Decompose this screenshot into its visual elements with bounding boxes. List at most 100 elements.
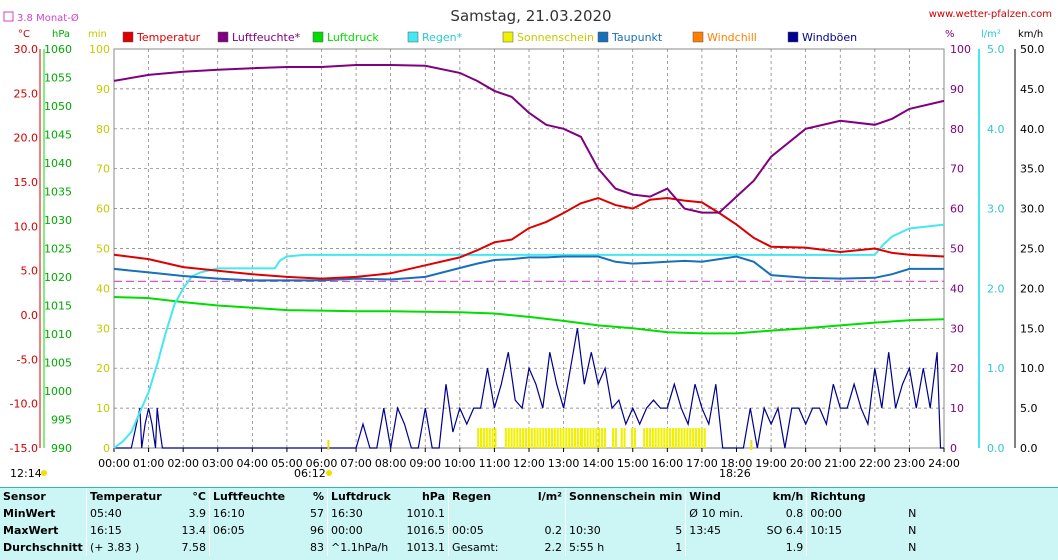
y-tick-wind: 0.0 [1020,442,1038,455]
sunshine-bar [522,428,525,448]
moon-icon [41,470,47,476]
y-tick-wind: 25.0 [1020,243,1045,256]
x-tick-label: 10:00 [444,457,476,470]
y-tick-pressure: 1035 [44,186,72,199]
cell-temp-time: 16:15 [86,522,173,539]
sunshine-bar [620,428,623,448]
y-tick-wind: 40.0 [1020,123,1045,136]
cell-wind-val: 1.9 [785,541,804,554]
x-tick-label: 17:00 [686,457,718,470]
y-tick-temperature: 5.0 [21,265,39,278]
y-tick-sunshine: 40 [96,282,110,295]
x-tick-label: 05:00 [271,457,303,470]
axes: 00:00 01:00 02:00 03:00 04:00 05:00 06:00 07:00… [10,43,1045,470]
cell-temp-time: 05:40 [86,505,173,522]
sunshine-bar [651,428,654,448]
y-tick-rain: 2.0 [987,282,1005,295]
cell-hum-val: 83 [310,541,324,554]
cell-wind-time: Ø 10 min. [685,505,753,522]
y-tick-pressure: 990 [51,442,72,455]
monthly-avg-icon [3,11,14,22]
sunshine-bar [494,428,497,448]
stats-row-min: MinWert 05:40 3.9 16:10 57 16:30 1010.1 … [0,505,919,522]
x-tick-label: 11:00 [479,457,511,470]
y-tick-temperature: 15.0 [14,176,39,189]
sunshine-bar [565,428,568,448]
cell-press-time: ^1.1hPa/h [327,539,402,556]
grid [114,49,944,448]
legend-label: Luftfeuchte* [232,31,301,44]
y-tick-temperature: 20.0 [14,132,39,145]
x-tick-label: 07:00 [340,457,372,470]
x-tick-label: 00:00 [98,457,130,470]
y-tick-sunshine: 90 [96,83,110,96]
y-tick-temperature: -15.0 [10,442,38,455]
y-tick-temperature: -10.0 [10,398,38,411]
y-tick-humidity: 0 [950,442,957,455]
sunshine-bar [700,428,703,448]
sunshine-bar [601,428,604,448]
series-line-windböen [114,328,944,449]
hdr-pressure: Luftdruck [327,488,402,505]
sunshine-bar [683,428,686,448]
y-tick-sunshine: 100 [89,43,110,56]
x-tick-label: 21:00 [824,457,856,470]
hdr-sensor: Sensor [3,490,46,503]
cell-wind-val: SO 6.4 [766,524,804,537]
hdr-rain-unit: l/m² [537,490,562,503]
sunshine-bar [663,428,666,448]
sunshine-bar [533,428,536,448]
hdr-direction-spacer [873,488,919,505]
y-tick-wind: 35.0 [1020,163,1045,176]
unit-humidity: % [945,29,955,40]
cell-sun-time: 5:55 h [565,539,657,556]
y-tick-pressure: 1015 [44,300,72,313]
y-tick-pressure: 1030 [44,214,72,227]
sunshine-bar [548,428,551,448]
sunshine-bar [595,428,598,448]
sunshine-bar [553,428,556,448]
cell-sun-time [565,505,657,522]
cell-dir-val: N [908,524,917,537]
sunshine-bar [482,428,485,448]
sun-icon [326,470,332,476]
moonrise-label: 12:14 [10,467,42,480]
cell-rain-val: 2.2 [544,541,563,554]
y-tick-wind: 5.0 [1020,402,1038,415]
y-tick-temperature: 10.0 [14,220,39,233]
sunshine-bar [507,428,510,448]
y-tick-humidity: 40 [950,282,964,295]
sunshine-bar [592,428,595,448]
sunset-label: 18:26 [719,467,751,480]
y-tick-pressure: 1055 [44,72,72,85]
y-tick-sunshine: 0 [103,442,110,455]
cell-hum-time: 16:10 [209,505,296,522]
cell-temp-val: 7.58 [181,541,207,554]
x-tick-label: 08:00 [375,457,407,470]
sunshine-bar [579,428,582,448]
cell-press-val: 1010.1 [406,507,446,520]
x-tick-label: 22:00 [859,457,891,470]
y-tick-wind: 45.0 [1020,83,1045,96]
cell-sun-val: 5 [675,524,683,537]
stats-row-avg: Durchschnitt (+ 3.83 ) 7.58 83 ^1.1hPa/h… [0,539,919,556]
sunshine-bar [583,428,586,448]
y-tick-sunshine: 60 [96,203,110,216]
y-tick-rain: 1.0 [987,362,1005,375]
sunshine-bar [623,428,626,448]
sunshine-bar [477,428,480,448]
row-label: MinWert [3,507,56,520]
site-url[interactable]: www.wetter-pfalzen.com [929,9,1052,20]
sunshine-bar [631,428,634,448]
hdr-pressure-unit: hPa [421,490,445,503]
unit-sunshine: min [88,29,107,40]
cell-hum-time [209,539,296,556]
y-tick-humidity: 50 [950,243,964,256]
y-tick-sunshine: 30 [96,322,110,335]
x-tick-label: 01:00 [133,457,165,470]
x-tick-label: 18:00 [721,457,753,470]
x-tick-label: 12:00 [513,457,545,470]
cell-temp-val: 13.4 [181,524,207,537]
legend-label: Regen* [422,31,463,44]
cell-hum-val: 57 [310,507,324,520]
